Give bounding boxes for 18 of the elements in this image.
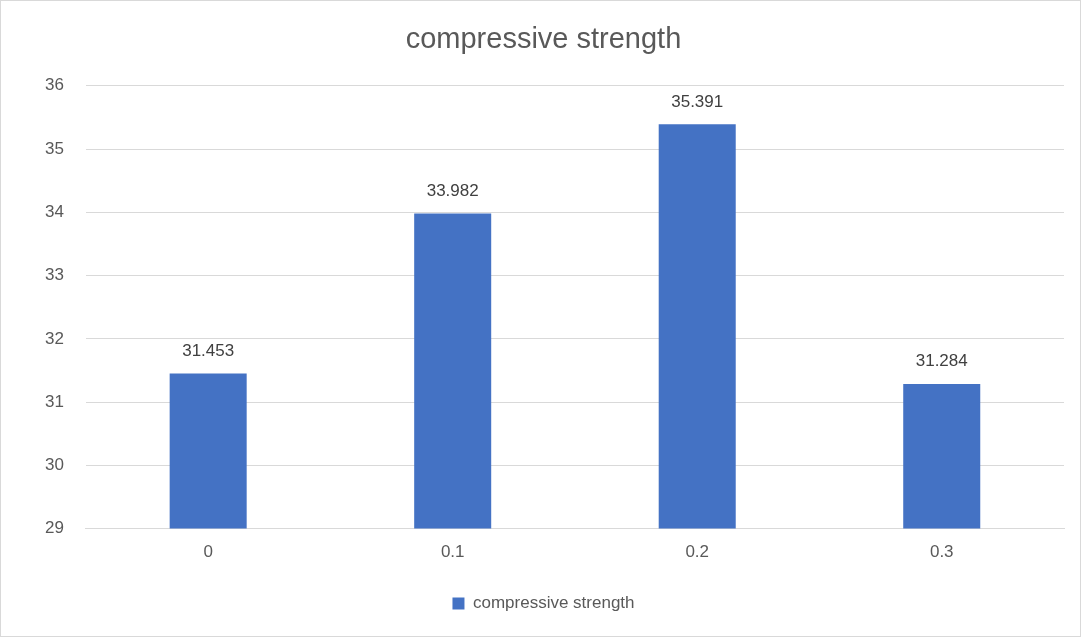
y-tick-label: 32 [44, 328, 64, 348]
data-label: 33.982 [426, 180, 479, 200]
y-tick-label: 30 [44, 455, 64, 475]
x-tick-label: 0.1 [440, 542, 465, 562]
y-tick-label: 31 [44, 391, 64, 411]
y-tick-label: 35 [44, 138, 64, 158]
x-tick-label: 0.2 [685, 542, 710, 562]
y-tick-label: 36 [44, 75, 64, 95]
data-label: 35.391 [671, 91, 724, 111]
x-tick-label: 0 [203, 542, 213, 562]
y-tick-label: 29 [44, 518, 64, 538]
x-tick-label: 0.3 [929, 542, 954, 562]
chart-title: compressive strength [405, 22, 682, 55]
data-label: 31.284 [915, 351, 968, 371]
y-tick-label: 34 [44, 202, 64, 221]
y-tick-label: 33 [44, 265, 64, 285]
data-label: 31.453 [182, 340, 235, 360]
legend-label: compressive strength [472, 593, 635, 613]
